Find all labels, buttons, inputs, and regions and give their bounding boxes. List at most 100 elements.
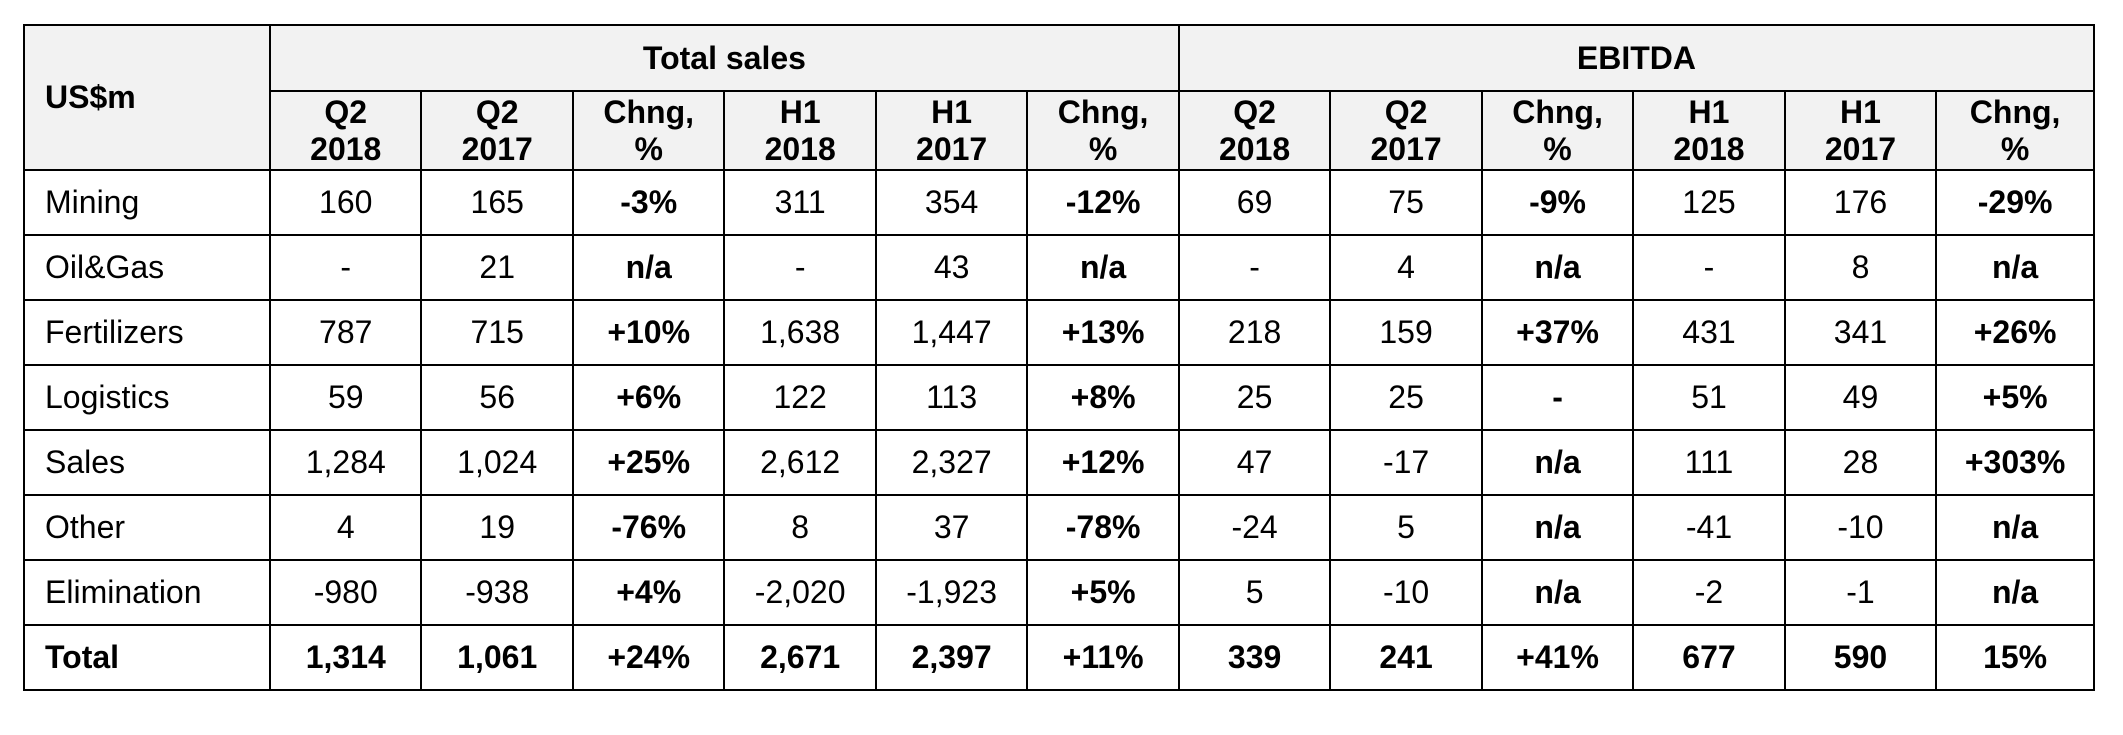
table-cell: 4 bbox=[1329, 234, 1483, 301]
column-header-line2: % bbox=[1088, 130, 1118, 167]
column-header: Q2 2017 bbox=[1329, 90, 1483, 171]
table-cell: +24% bbox=[571, 624, 726, 691]
table-cell: +5% bbox=[1026, 559, 1180, 626]
table-cell: 176 bbox=[1783, 169, 1938, 236]
column-header-line1: H1 bbox=[779, 93, 821, 130]
table-cell: 341 bbox=[1783, 299, 1938, 366]
table-cell: 1,284 bbox=[269, 429, 423, 496]
column-header-line2: 2017 bbox=[1370, 130, 1442, 167]
column-header-line2: 2018 bbox=[310, 130, 382, 167]
table-cell: n/a bbox=[1480, 234, 1635, 301]
table-cell: +6% bbox=[571, 364, 726, 431]
column-header-line1: Chng, bbox=[603, 93, 694, 130]
column-header-line2: 2017 bbox=[916, 130, 988, 167]
table-cell: -1,923 bbox=[874, 559, 1029, 626]
table-cell: -2 bbox=[1632, 559, 1786, 626]
row-label: Elimination bbox=[22, 559, 272, 626]
table-cell: 2,327 bbox=[874, 429, 1029, 496]
table-cell: -9% bbox=[1480, 169, 1635, 236]
table-cell: 8 bbox=[723, 494, 877, 561]
table-cell: +10% bbox=[571, 299, 726, 366]
column-header: Chng,% bbox=[1480, 90, 1635, 171]
column-header-line2: 2018 bbox=[1673, 130, 1745, 167]
column-header-line1: Chng, bbox=[1969, 93, 2061, 130]
table-row: Total 1,314 1,061 +24% 2,671 2,397 +11% 339 241 +… bbox=[22, 624, 2095, 691]
table-cell: n/a bbox=[1935, 559, 2095, 626]
table-cell: 5 bbox=[1329, 494, 1483, 561]
table-row: Elimination -980 -938 +4% -2,020 -1,923 +5% 5 -1… bbox=[22, 559, 2095, 626]
table-cell: 590 bbox=[1783, 624, 1938, 691]
group-header-row: US$m Total sales EBITDA bbox=[22, 24, 2096, 171]
table-cell: +12% bbox=[1026, 429, 1180, 496]
table-cell: -980 bbox=[269, 559, 423, 626]
column-header: Q2 2017 bbox=[420, 90, 574, 171]
table-row: Logistics 59 56 +6% 122 113 +8% 25 25-51 49 +5% bbox=[22, 364, 2095, 431]
table-cell: 339 bbox=[1177, 624, 1332, 691]
row-label: Mining bbox=[22, 169, 272, 236]
table-cell: 159 bbox=[1329, 299, 1483, 366]
column-header: Q2 2018 bbox=[1177, 90, 1332, 171]
table-cell: 125 bbox=[1632, 169, 1786, 236]
table-cell: n/a bbox=[1935, 234, 2095, 301]
column-header-line1: Q2 bbox=[1384, 93, 1428, 130]
column-header: H1 2018 bbox=[1632, 90, 1786, 171]
table-cell: - bbox=[1177, 234, 1332, 301]
table-cell: 4 bbox=[269, 494, 423, 561]
table-cell: 25 bbox=[1329, 364, 1483, 431]
column-header: Chng,% bbox=[1935, 90, 2095, 171]
table-cell: -17 bbox=[1329, 429, 1483, 496]
table-cell: 787 bbox=[269, 299, 423, 366]
table-cell: +25% bbox=[571, 429, 726, 496]
table-cell: 111 bbox=[1632, 429, 1786, 496]
table-cell: 354 bbox=[874, 169, 1029, 236]
table-cell: -1 bbox=[1783, 559, 1938, 626]
column-header-line2: % bbox=[634, 130, 663, 167]
table-cell: +5% bbox=[1935, 364, 2095, 431]
table-cell: 69 bbox=[1177, 169, 1332, 236]
table-cell: 15% bbox=[1935, 624, 2095, 691]
column-header-line1: H1 bbox=[1688, 93, 1730, 130]
table-cell: -29% bbox=[1935, 169, 2095, 236]
table-row: Sales 1,284 1,024 +25% 2,612 2,327 +12% 47 -17 n/… bbox=[22, 429, 2095, 496]
table-cell: +41% bbox=[1480, 624, 1635, 691]
column-header-line1: Chng, bbox=[1512, 93, 1603, 130]
column-header: H1 2017 bbox=[1783, 90, 1938, 171]
table-cell: 431 bbox=[1632, 299, 1786, 366]
column-header-line2: 2018 bbox=[1219, 130, 1291, 167]
column-header: H1 2018 bbox=[723, 90, 877, 171]
row-label: Sales bbox=[22, 429, 272, 496]
table-cell: n/a bbox=[571, 234, 726, 301]
table-cell: 1,061 bbox=[420, 624, 574, 691]
table-cell: 51 bbox=[1632, 364, 1786, 431]
table-cell: 25 bbox=[1177, 364, 1332, 431]
table-cell: 241 bbox=[1329, 624, 1483, 691]
table-cell: - bbox=[723, 234, 877, 301]
table-cell: 19 bbox=[420, 494, 574, 561]
table-cell: 28 bbox=[1783, 429, 1938, 496]
column-header-line2: 2017 bbox=[461, 130, 533, 167]
column-header-row: Q2 2018 Q2 2017 Chng,% H1 2018 H1 2017 Chng,% Q2 20… bbox=[24, 90, 2095, 171]
table-cell: -41 bbox=[1632, 494, 1786, 561]
financial-results-table: US$m Total sales EBITDA Q2 2018 Q2 2017 Chng… bbox=[22, 24, 2096, 691]
table-cell: 2,397 bbox=[874, 624, 1029, 691]
table-cell: 113 bbox=[874, 364, 1029, 431]
table-cell: - bbox=[1632, 234, 1786, 301]
table-cell: 1,447 bbox=[874, 299, 1029, 366]
table-cell: 122 bbox=[723, 364, 877, 431]
table-cell: +303% bbox=[1935, 429, 2095, 496]
table-cell: +8% bbox=[1026, 364, 1180, 431]
table-cell: 49 bbox=[1783, 364, 1938, 431]
column-header-line2: % bbox=[2000, 130, 2030, 167]
table-cell: -12% bbox=[1026, 169, 1180, 236]
table-cell: 47 bbox=[1177, 429, 1332, 496]
table-cell: n/a bbox=[1480, 429, 1635, 496]
unit-label: US$m bbox=[22, 24, 272, 171]
table-cell: -78% bbox=[1026, 494, 1180, 561]
column-header: Chng,% bbox=[571, 90, 726, 171]
table-row: Other 4 19 -76% 8 37 -78% -24 5 n/a -41 -10 n/a bbox=[22, 494, 2095, 561]
table-cell: 311 bbox=[723, 169, 877, 236]
table-body: Mining 160 165 -3% 311 354 -12% 69 75 -9% 125 176 -2… bbox=[22, 169, 2095, 691]
table-cell: 165 bbox=[420, 169, 574, 236]
table-cell: 160 bbox=[269, 169, 423, 236]
table-cell: -24 bbox=[1177, 494, 1332, 561]
